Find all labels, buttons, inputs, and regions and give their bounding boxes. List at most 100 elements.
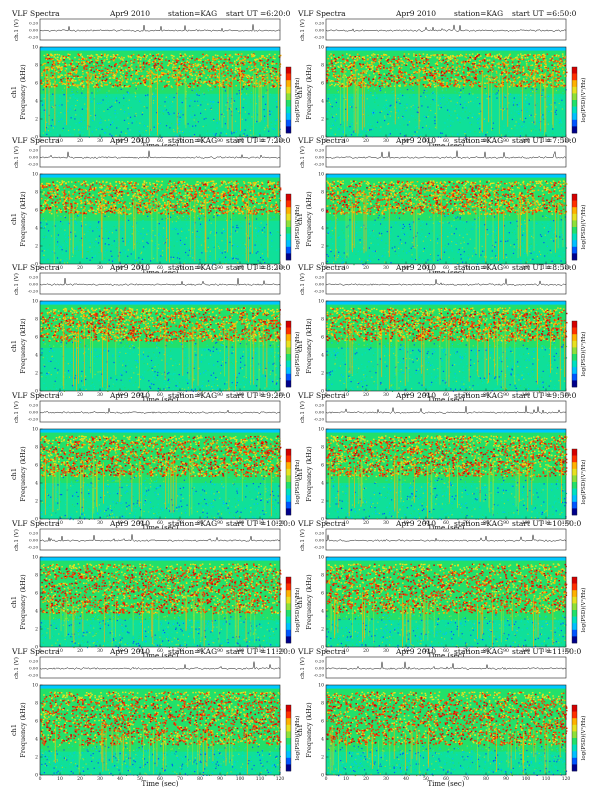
spectrogram-cell [53, 127, 54, 128]
spectrogram-cell [196, 198, 198, 199]
spectrogram-cell [160, 112, 161, 113]
spectrogram-cell [218, 61, 220, 62]
spectrogram-cell [197, 65, 199, 66]
spectrogram-cell [450, 115, 451, 116]
spectrogram-sferic-streak [488, 75, 489, 122]
spectrogram-cell [561, 100, 562, 101]
spectrogram-cell [447, 126, 448, 127]
spectrogram-cell [366, 67, 368, 68]
spectrogram-cell [485, 64, 487, 65]
spectrogram-cell [374, 110, 375, 111]
spectrogram-cell [496, 86, 498, 87]
spectrogram-cell [472, 71, 474, 72]
spectrogram-cell [530, 75, 532, 76]
spectrogram-cell [274, 54, 276, 55]
spectrogram-cell [372, 112, 373, 113]
spectrogram-cell [66, 68, 68, 69]
spectrogram-cell [139, 123, 140, 124]
spectrogram-cell [143, 63, 145, 64]
spectrogram-cell [479, 71, 481, 72]
spectrogram-cell [50, 77, 52, 78]
spectrogram-sferic-streak [151, 71, 152, 131]
spectrogram-cell [243, 86, 245, 87]
spectrogram-cell [554, 64, 556, 65]
spectrogram-cell [204, 116, 205, 117]
spectrogram-cell [352, 126, 353, 127]
spectrogram-cell [179, 67, 181, 68]
spectrogram-cell [474, 81, 476, 82]
spectrogram-cell [345, 71, 347, 72]
spectrogram-cell [339, 128, 340, 129]
spectrogram-cell [230, 69, 232, 70]
spectrogram-cell [161, 60, 163, 61]
spectrogram-cell [242, 74, 244, 75]
x-tick-label: 20 [77, 138, 83, 144]
spectrogram-cell [369, 69, 371, 70]
spectrogram-cell [475, 59, 477, 60]
spectrogram-cell [119, 62, 121, 63]
spectrogram-cell [84, 134, 85, 135]
spectrogram-cell [235, 72, 237, 73]
spectrogram-cell [256, 121, 257, 122]
spectrogram-cell [540, 64, 542, 65]
spectrogram-cell [162, 67, 164, 68]
spectrogram-cell [354, 58, 356, 59]
spectrogram-cell [513, 81, 515, 82]
spectrogram-sferic-streak [49, 66, 50, 125]
spectrogram-cell [46, 122, 47, 123]
spectrogram-cell [199, 64, 201, 65]
spectrogram-cell [446, 82, 448, 83]
spectrogram-cell [152, 94, 153, 95]
spectrogram-cell [503, 71, 505, 72]
spectrogram-cell [426, 86, 428, 87]
spectrogram-cell [126, 70, 128, 71]
spectrogram-cell [477, 55, 479, 56]
spectrogram-cell [199, 71, 201, 72]
spectrogram-cell [123, 131, 124, 132]
spectrogram-cell [367, 69, 369, 70]
spectrogram-cell [200, 102, 201, 103]
spectrogram-cell [531, 82, 533, 83]
spectrogram-cell [110, 82, 112, 83]
spectrogram-cell [100, 117, 101, 118]
spectrogram-cell [153, 65, 155, 66]
x-tick-label: 30 [97, 138, 103, 144]
spectrogram-cutoff-layer [326, 47, 566, 51]
spectrogram-cell [71, 181, 73, 182]
spectrogram-cell [235, 69, 237, 70]
spectrogram-cell [105, 68, 107, 69]
spectrogram-cell [195, 125, 196, 126]
spectrogram-cell [245, 98, 246, 99]
spectrogram-cell [450, 67, 452, 68]
spectrogram-cell [203, 93, 204, 94]
spectrogram-cell [230, 62, 232, 63]
spectrogram-cell [109, 78, 111, 79]
spectrogram-cell [129, 86, 131, 87]
spectrogram-cell [561, 122, 562, 123]
spectrogram-cell [361, 65, 363, 66]
spectrogram-cell [210, 70, 212, 71]
spectrogram-cell [253, 56, 255, 57]
spectrogram-cell [114, 75, 116, 76]
spectrogram-cell [136, 121, 137, 122]
y-axis-label: Frequency (kHz) [19, 64, 27, 120]
spectrogram-cell [390, 67, 392, 68]
spectrogram-cell [85, 189, 87, 190]
spectrogram-cell [217, 76, 219, 77]
spectrogram-cell [561, 61, 563, 62]
spectrogram-cell [197, 85, 199, 86]
spectrogram-cell [44, 98, 45, 99]
spectrogram-sferic-streak [357, 78, 358, 136]
spectrogram-cell [386, 100, 387, 101]
spectrogram-cell [506, 71, 508, 72]
spectrogram-cell [99, 122, 100, 123]
spectrogram-cell [486, 55, 488, 56]
spectrogram-cell [451, 73, 453, 74]
spectrogram-cell [558, 56, 560, 57]
spectrogram-cell [486, 78, 488, 79]
spectrogram-cell [49, 188, 51, 189]
spectrogram-cell [69, 64, 71, 65]
spectrogram-cell [204, 119, 205, 120]
spectrogram-sferic-streak [87, 72, 88, 131]
spectrogram-cell [142, 65, 144, 66]
